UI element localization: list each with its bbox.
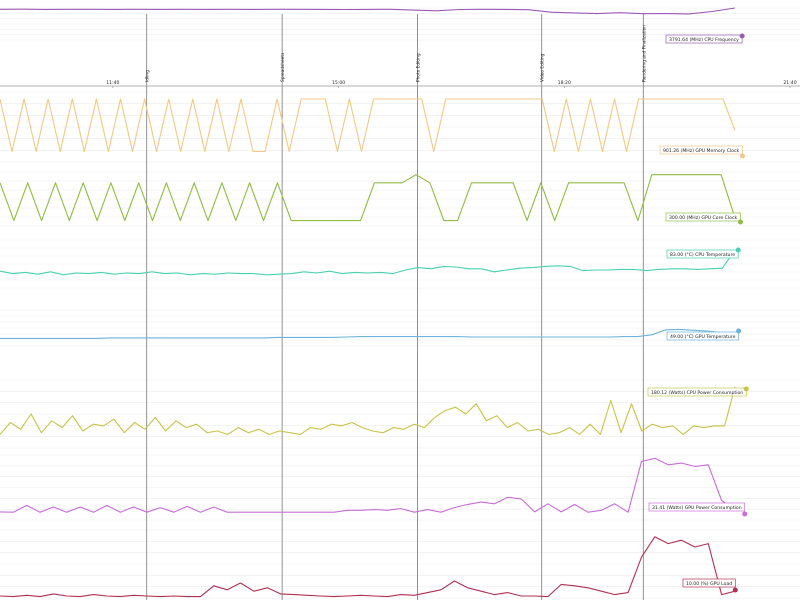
label-dot <box>737 219 743 225</box>
label-box <box>659 145 743 155</box>
event-label: Idling <box>145 70 151 82</box>
tick-label: 18:20 <box>558 80 571 86</box>
label-text: 31.41 (Watts) GPU Power Consumption <box>652 505 742 511</box>
event-label: Video Editing <box>540 53 546 82</box>
label-text: 10.00 (%) GPU Load <box>686 581 732 587</box>
label-text: 49.00 (°C) GPU Temperature <box>670 334 736 340</box>
cpu-power-value-label: 180.12 (Watts) CPU Power Consumption <box>647 386 749 397</box>
label-dot <box>739 33 745 39</box>
gpu-core-clock-line <box>0 174 736 222</box>
cpu-frequency-value-label: 3791.64 (MHz) CPU Frequency <box>665 33 745 44</box>
cpu-temperature-line <box>0 249 736 276</box>
gpu-temperature-line <box>0 328 736 339</box>
tick-label: 15:00 <box>332 80 345 86</box>
gpu-memory-clock-value-label: 901.26 (MHz) GPU Memory Clock <box>659 145 746 159</box>
label-dot <box>736 328 742 334</box>
label-box <box>682 578 736 588</box>
label-dot <box>743 386 749 392</box>
label-dot <box>732 587 738 593</box>
gpu-temperature-value-label: 49.00 (°C) GPU Temperature <box>666 328 742 341</box>
label-text: 300.00 (MHz) GPU Core Clock <box>669 215 737 221</box>
label-text: 3791.64 (MHz) CPU Frequency <box>669 37 739 43</box>
gpu-power-value-label: 31.41 (Watts) GPU Power Consumption <box>648 502 748 517</box>
event-markers: Idling Spreadsheets Photo Editing Video Edi… <box>145 14 647 600</box>
series-labels: 3791.64 (MHz) CPU Frequency 901.26 (MHz) … <box>647 33 749 593</box>
gpu-core-clock-value-label: 300.00 (MHz) GPU Core Clock <box>665 212 743 225</box>
label-dot <box>735 247 741 253</box>
cpu-temperature-value-label: 83.00 (°C) CPU Temperature <box>666 247 741 259</box>
label-dot <box>742 511 748 517</box>
series-lines <box>0 7 736 598</box>
label-text: 83.00 (°C) CPU Temperature <box>670 252 735 258</box>
gpu-memory-clock-line <box>0 98 736 153</box>
gpu-load-value-label: 10.00 (%) GPU Load <box>682 578 738 593</box>
panel-backgrounds <box>0 7 800 599</box>
label-dot <box>740 153 746 159</box>
tick-label: 21:40 <box>783 80 796 86</box>
label-text: 901.26 (MHz) GPU Memory Clock <box>663 148 740 154</box>
label-box <box>647 387 747 397</box>
gpu-load-line <box>0 536 736 598</box>
cpu-power-line <box>0 386 736 435</box>
tick-label: 11:40 <box>106 80 119 86</box>
label-text: 180.12 (Watts) CPU Power Consumption <box>651 390 743 396</box>
label-box <box>665 212 741 222</box>
label-box <box>666 331 739 341</box>
gpu-power-line <box>0 457 736 513</box>
label-box <box>666 249 739 259</box>
time-axis: 11:40 15:00 18:20 21:40 <box>0 80 800 88</box>
event-label: Photo Editing <box>416 53 422 82</box>
label-box <box>665 34 743 44</box>
event-label: Rendering and Finalization <box>641 25 647 82</box>
cpu-frequency-line <box>0 7 736 15</box>
label-box <box>648 502 746 512</box>
event-label: Spreadsheets <box>280 52 286 82</box>
